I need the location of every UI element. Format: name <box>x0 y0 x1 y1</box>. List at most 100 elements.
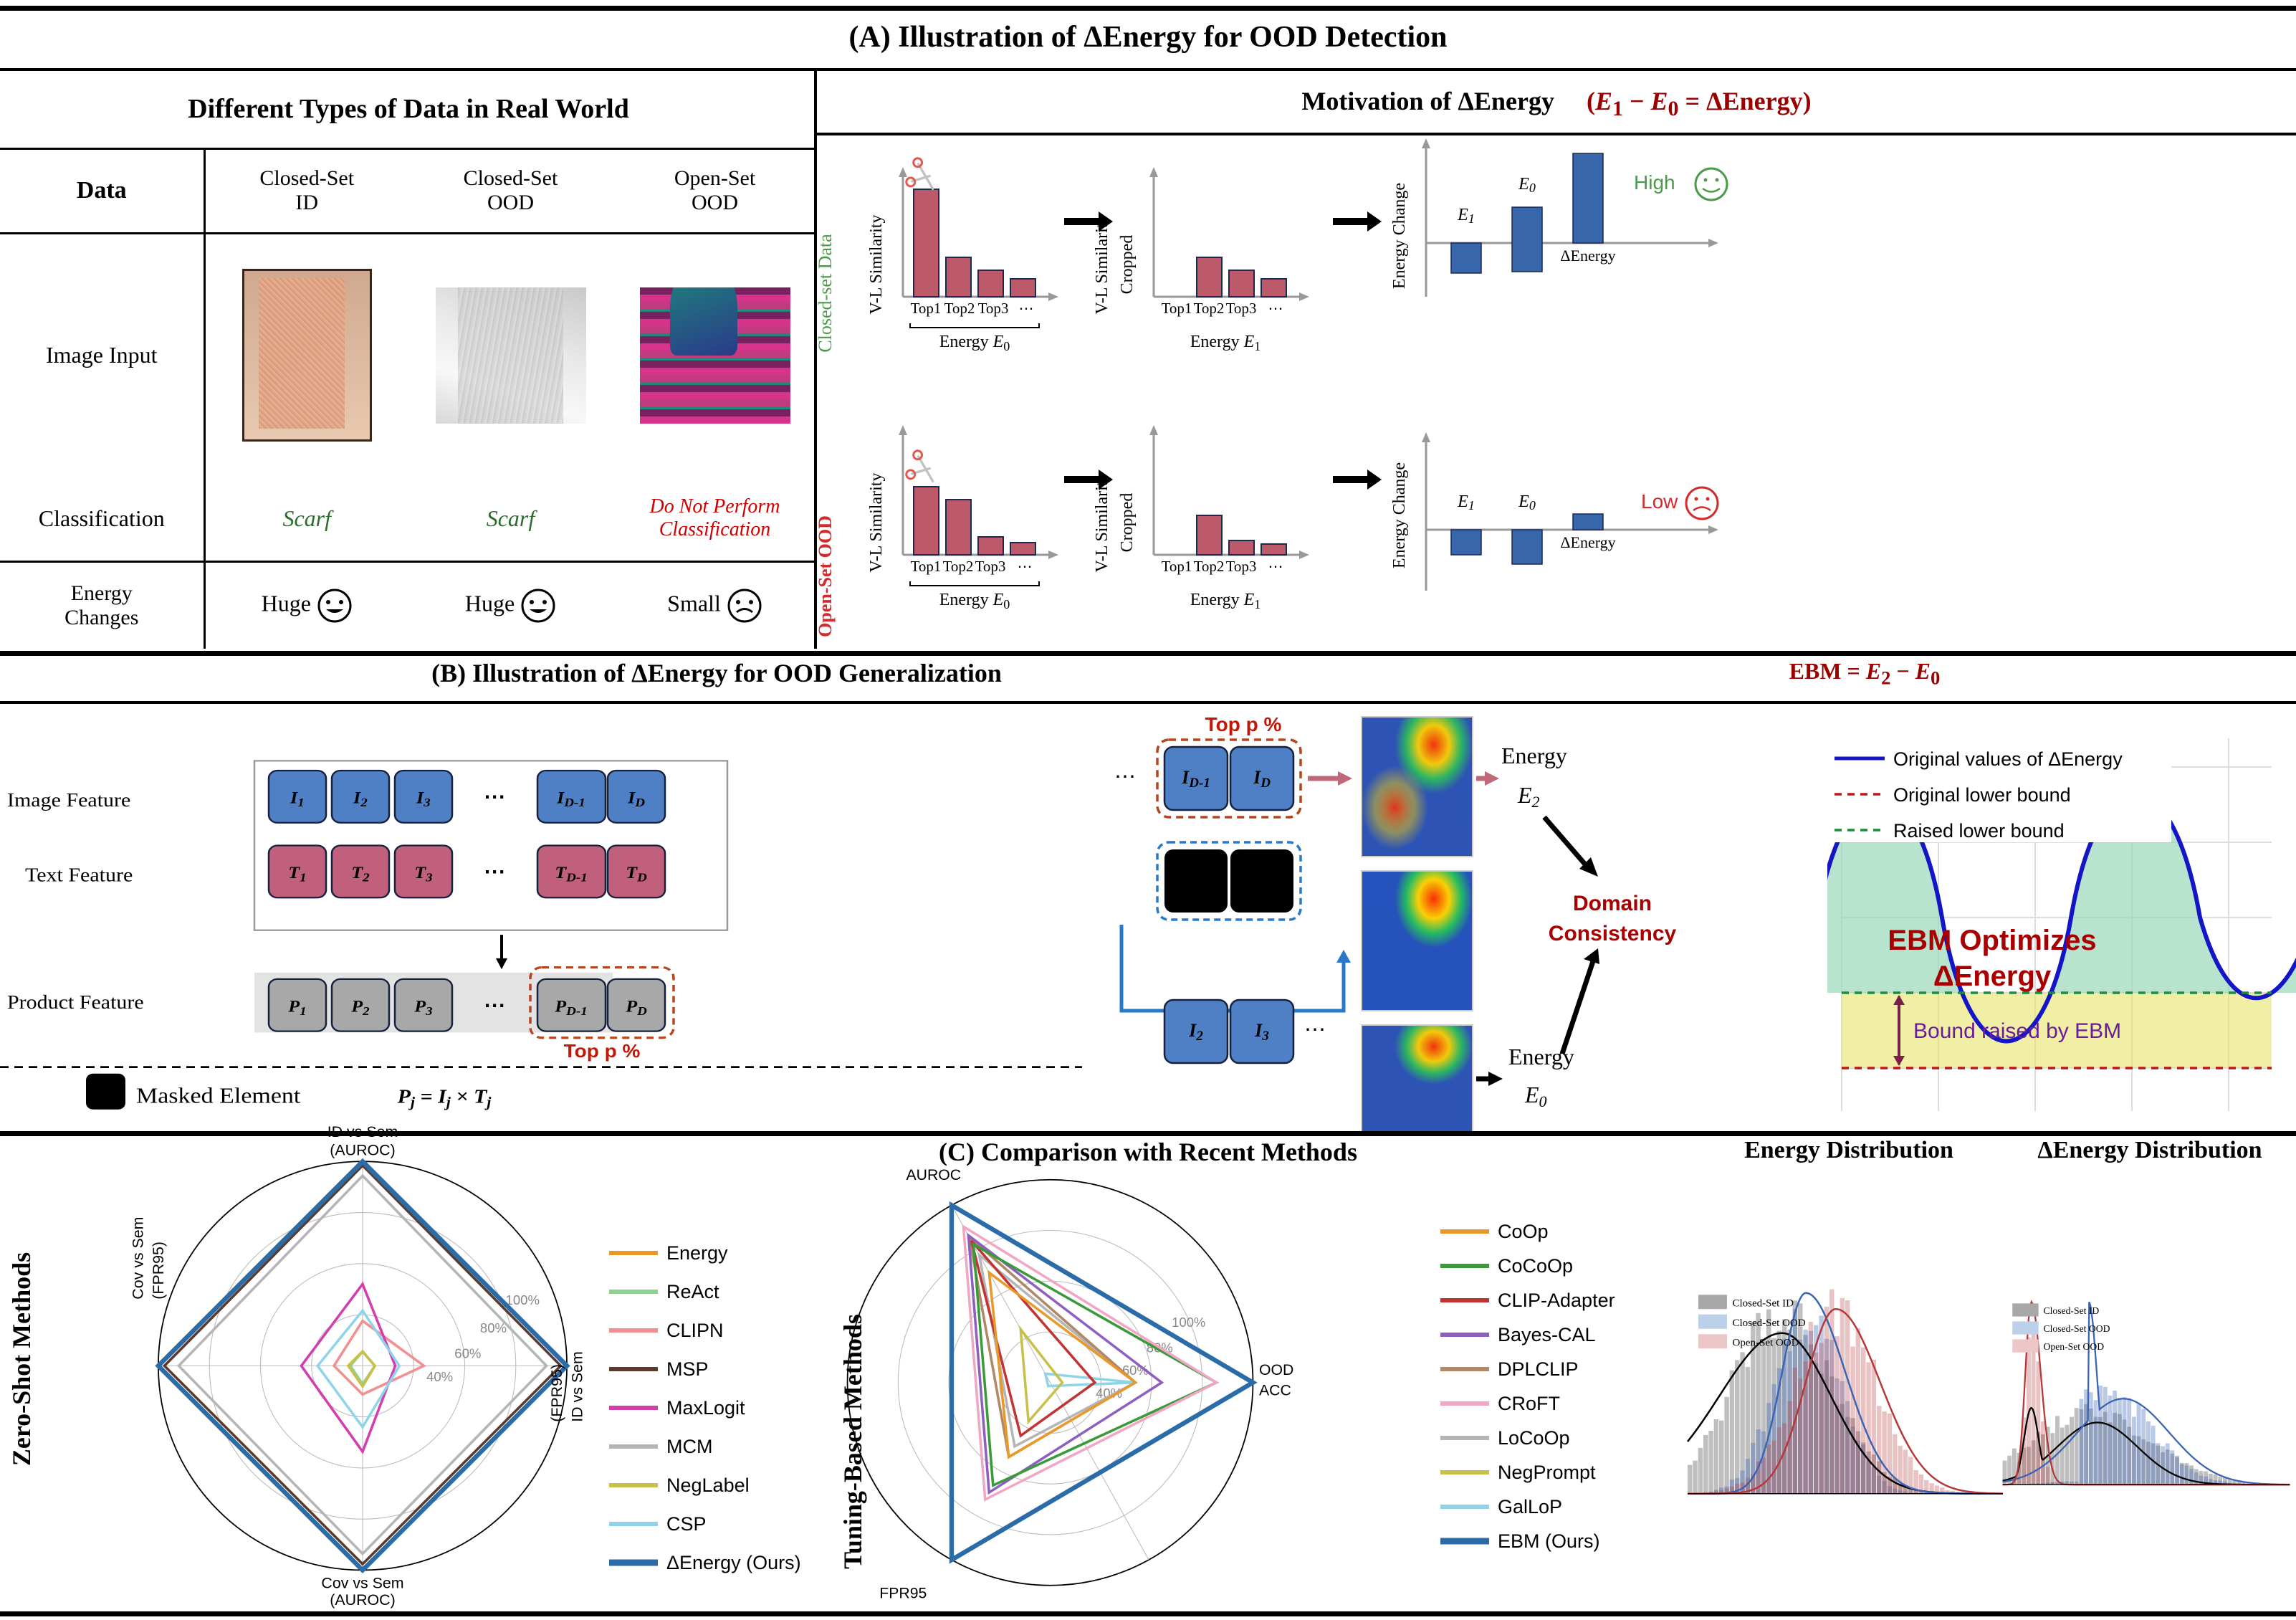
svg-text:Closed-set Data: Closed-set Data <box>817 234 836 353</box>
svg-text:V-L Similarity: V-L Similarity <box>1093 473 1111 573</box>
svg-text:E0: E0 <box>1524 1082 1547 1110</box>
svg-text:Closed-Set OOD: Closed-Set OOD <box>1733 1318 1806 1329</box>
svg-text:40%: 40% <box>426 1369 453 1384</box>
svg-text:Bayes-CAL: Bayes-CAL <box>1498 1324 1596 1345</box>
svg-text:Closed-Set OOD: Closed-Set OOD <box>2044 1323 2110 1334</box>
svg-text:Cropped: Cropped <box>1118 235 1137 295</box>
svg-text:Top3: Top3 <box>1226 558 1257 575</box>
svg-text:⋯: ⋯ <box>1268 300 1283 317</box>
svg-text:ΔEnergy: ΔEnergy <box>1933 961 2052 992</box>
svg-text:NegLabel: NegLabel <box>666 1474 750 1496</box>
svg-text:E2: E2 <box>1517 782 1540 811</box>
svg-text:CSP: CSP <box>666 1513 707 1535</box>
svg-text:Closed-Set ID: Closed-Set ID <box>2044 1305 2100 1316</box>
svg-text:Energy E0: Energy E0 <box>939 333 1010 353</box>
svg-text:Top2: Top2 <box>1194 300 1225 317</box>
svg-text:Original values of ΔEnergy: Original values of ΔEnergy <box>1893 748 2123 770</box>
svg-text:Domain: Domain <box>1573 892 1652 915</box>
svg-text:60%: 60% <box>454 1346 481 1361</box>
svg-text:Top2: Top2 <box>1194 558 1225 575</box>
svg-text:DPLCLIP: DPLCLIP <box>1498 1358 1579 1380</box>
svg-text:Closed-Set ID: Closed-Set ID <box>1733 1297 1794 1309</box>
svg-text:(FPR95): (FPR95) <box>548 1364 565 1422</box>
svg-text:FPR95: FPR95 <box>879 1585 927 1601</box>
svg-text:Image Feature: Image Feature <box>7 789 130 811</box>
svg-text:ΔEnergy: ΔEnergy <box>1560 247 1615 265</box>
svg-text:E0: E0 <box>1518 492 1536 513</box>
svg-text:Top2: Top2 <box>944 300 975 317</box>
svg-text:Top1: Top1 <box>911 300 942 317</box>
svg-text:⋯: ⋯ <box>1019 300 1034 317</box>
svg-text:OOD: OOD <box>1259 1362 1293 1378</box>
svg-text:Product Feature: Product Feature <box>7 991 144 1013</box>
svg-text:Energy E1: Energy E1 <box>1190 333 1261 353</box>
svg-text:Top3: Top3 <box>1226 300 1257 317</box>
svg-text:EBM (Ours): EBM (Ours) <box>1498 1530 1600 1552</box>
svg-text:Top1: Top1 <box>911 558 942 575</box>
svg-text:CoOp: CoOp <box>1498 1221 1549 1242</box>
svg-text:Cov vs Sem: Cov vs Sem <box>321 1574 403 1591</box>
svg-text:⋯: ⋯ <box>1268 558 1283 575</box>
svg-text:Energy: Energy <box>1501 743 1567 768</box>
svg-text:Masked Element: Masked Element <box>136 1084 300 1108</box>
svg-text:Energy Change: Energy Change <box>1390 462 1409 568</box>
svg-text:CoCoOp: CoCoOp <box>1498 1255 1573 1277</box>
svg-text:100%: 100% <box>1172 1315 1205 1330</box>
svg-text:Energy Change: Energy Change <box>1390 183 1409 289</box>
svg-text:Text Feature: Text Feature <box>25 864 133 886</box>
svg-text:E0: E0 <box>1518 175 1536 195</box>
svg-text:ΔEnergy: ΔEnergy <box>1560 533 1615 551</box>
svg-text:V-L Similarity: V-L Similarity <box>867 473 886 573</box>
svg-text:E1: E1 <box>1457 206 1475 226</box>
svg-text:MSP: MSP <box>666 1358 709 1380</box>
svg-text:⋯: ⋯ <box>1018 558 1033 575</box>
svg-text:⋯: ⋯ <box>484 861 505 882</box>
svg-text:Top p %: Top p % <box>1205 713 1282 735</box>
svg-text:EBM Optimizes: EBM Optimizes <box>1888 925 2096 956</box>
svg-text:(AUROC): (AUROC) <box>330 1591 395 1609</box>
svg-text:V-L Similarity: V-L Similarity <box>867 215 886 315</box>
svg-text:CLIPN: CLIPN <box>666 1320 724 1341</box>
svg-text:Top3: Top3 <box>978 300 1009 317</box>
svg-text:⋯: ⋯ <box>484 995 505 1016</box>
svg-text:CLIP-Adapter: CLIP-Adapter <box>1498 1290 1615 1311</box>
svg-text:Open-Set OOD: Open-Set OOD <box>1733 1337 1799 1348</box>
svg-text:Consistency: Consistency <box>1549 922 1677 945</box>
svg-text:⋯: ⋯ <box>484 786 505 808</box>
svg-text:ID vs Sem: ID vs Sem <box>327 1123 398 1140</box>
svg-text:High: High <box>1634 171 1675 194</box>
svg-text:100%: 100% <box>506 1292 540 1307</box>
svg-text:Bound raised by EBM: Bound raised by EBM <box>1913 1019 2121 1043</box>
svg-text:Top2: Top2 <box>943 558 974 575</box>
svg-text:Low: Low <box>1641 490 1678 513</box>
svg-text:Cov vs Sem: Cov vs Sem <box>130 1217 147 1300</box>
svg-text:GalLoP: GalLoP <box>1498 1496 1562 1517</box>
svg-text:80%: 80% <box>480 1320 507 1335</box>
svg-text:V-L Similarity: V-L Similarity <box>1093 215 1111 315</box>
svg-text:ID vs Sem: ID vs Sem <box>568 1351 585 1422</box>
svg-text:Energy E0: Energy E0 <box>939 591 1010 611</box>
svg-text:Energy E1: Energy E1 <box>1190 591 1261 611</box>
svg-text:MCM: MCM <box>666 1436 712 1457</box>
svg-text:ΔEnergy (Ours): ΔEnergy (Ours) <box>666 1552 801 1573</box>
svg-text:MaxLogit: MaxLogit <box>666 1397 745 1419</box>
svg-text:ReAct: ReAct <box>666 1281 719 1302</box>
svg-text:(AUROC): (AUROC) <box>330 1142 395 1159</box>
svg-text:Open-Set OOD: Open-Set OOD <box>2044 1341 2105 1352</box>
svg-text:LoCoOp: LoCoOp <box>1498 1427 1570 1449</box>
svg-text:NegPrompt: NegPrompt <box>1498 1462 1596 1483</box>
svg-text:Top3: Top3 <box>975 558 1006 575</box>
svg-text:(FPR95): (FPR95) <box>150 1242 167 1300</box>
svg-text:Energy: Energy <box>666 1242 728 1264</box>
svg-text:Pj = Ij × Tj: Pj = Ij × Tj <box>397 1086 492 1110</box>
svg-text:Open-Set OOD: Open-Set OOD <box>817 515 836 637</box>
svg-text:Top1: Top1 <box>1162 558 1192 575</box>
svg-text:⋯: ⋯ <box>1114 765 1136 788</box>
svg-text:Top p %: Top p % <box>564 1041 641 1062</box>
svg-text:Cropped: Cropped <box>1118 493 1137 553</box>
svg-text:CRoFT: CRoFT <box>1498 1393 1560 1414</box>
svg-text:Original lower bound: Original lower bound <box>1893 784 2071 806</box>
svg-text:Raised lower bound: Raised lower bound <box>1893 820 2065 842</box>
svg-text:E1: E1 <box>1457 492 1475 513</box>
svg-text:AUROC: AUROC <box>906 1167 961 1183</box>
